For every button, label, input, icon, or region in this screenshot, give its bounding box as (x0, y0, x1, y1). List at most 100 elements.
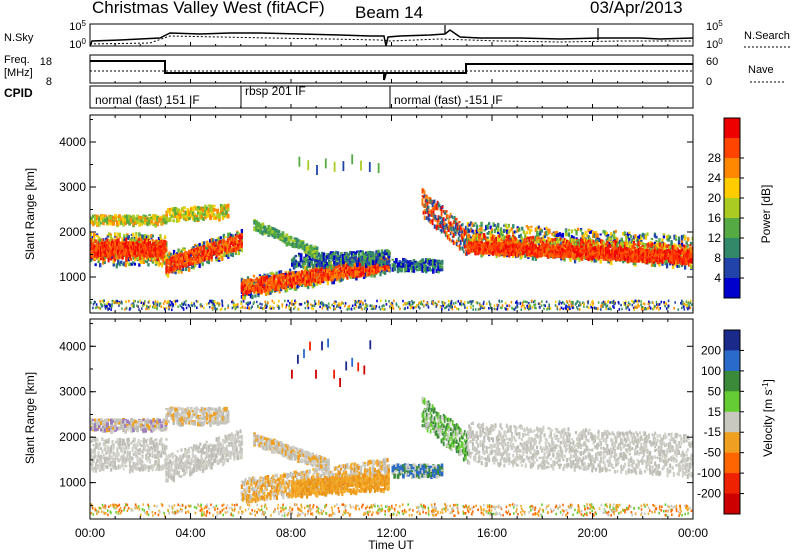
power-cell (288, 272, 291, 277)
power-cell (387, 253, 391, 257)
power-cell (380, 259, 384, 263)
power-cell (181, 208, 184, 212)
power-cell (536, 226, 539, 231)
power-cell (462, 238, 465, 241)
power-cell (410, 268, 414, 273)
power-cell (337, 264, 340, 269)
noise-tick-right-bottom: 100 (706, 37, 723, 52)
power-cell (433, 259, 437, 264)
power-cell (336, 277, 339, 281)
power-cell (162, 239, 165, 243)
power-cell (126, 249, 128, 252)
power-cell (310, 263, 313, 266)
power-cell (146, 221, 150, 226)
power-cell (132, 217, 135, 223)
power-cell (500, 227, 503, 233)
power-cell (275, 275, 278, 278)
power-cell (462, 232, 465, 238)
power-cell (338, 263, 341, 267)
power-cell (182, 247, 185, 251)
power-cell (299, 254, 303, 258)
power-cell (97, 255, 100, 261)
power-cell (322, 280, 325, 284)
power-cell (245, 286, 248, 292)
power-cell (461, 230, 464, 233)
power-cell (261, 223, 265, 228)
power-cell (143, 243, 146, 249)
power-cell (336, 273, 339, 278)
power-cell (233, 244, 236, 247)
power-cell (154, 252, 157, 256)
power-cell (207, 207, 211, 212)
power-cell (416, 268, 419, 272)
power-cell (239, 233, 242, 239)
power-cell (430, 209, 433, 213)
power-cell (228, 243, 231, 248)
power-cell (335, 272, 338, 276)
power-cell (137, 252, 139, 256)
power-cell (432, 268, 435, 274)
power-cell (291, 258, 294, 263)
power-cell (141, 244, 144, 247)
freq-tick-left-bottom: 8 (46, 76, 52, 88)
power-cell (286, 273, 289, 278)
power-cell (317, 274, 320, 278)
power-cell (321, 268, 324, 271)
power-cell (348, 272, 351, 277)
power-cell (342, 267, 345, 271)
power-cell (375, 256, 378, 261)
power-cell (189, 258, 192, 264)
power-cell (424, 204, 427, 207)
power-cell (156, 221, 160, 227)
power-cell (286, 284, 289, 289)
power-cell (129, 238, 132, 242)
power-cell (180, 258, 183, 261)
power-cell (296, 285, 299, 289)
power-cell (244, 286, 247, 291)
power-cell (163, 235, 167, 239)
power-cell (557, 232, 560, 237)
power-cell (434, 203, 437, 206)
power-cell (488, 231, 491, 235)
power-cell (440, 268, 444, 272)
power-cell (92, 221, 95, 227)
power-cell (152, 214, 156, 219)
power-cell (293, 273, 296, 276)
power-cell (373, 270, 376, 273)
power-cell (98, 246, 101, 251)
power-cell (291, 280, 294, 284)
power-cell (453, 241, 456, 245)
power-cell (118, 232, 121, 237)
power-cell (98, 240, 101, 245)
power-cell (576, 255, 580, 260)
power-cell (309, 247, 313, 253)
power-cell (113, 238, 116, 243)
power-cell (459, 225, 462, 228)
power-cell (342, 259, 345, 265)
power-cell (386, 249, 389, 253)
power-cell (436, 205, 439, 211)
power-cell (506, 226, 509, 230)
power-cell (111, 241, 113, 245)
power-cell (395, 265, 398, 268)
power-cell (183, 217, 186, 221)
power-cell (439, 221, 442, 225)
power-cell (156, 254, 159, 259)
power-cell (132, 245, 134, 248)
power-cell (218, 249, 221, 252)
power-cell (340, 258, 343, 262)
power-cell (319, 258, 322, 262)
power-cell (135, 248, 137, 253)
power-cell (539, 227, 542, 231)
power-cell (259, 276, 262, 279)
power-cell (333, 256, 336, 259)
power-cell (569, 257, 572, 262)
power-cell (175, 218, 179, 223)
power-cell (122, 253, 124, 257)
power-cell (338, 255, 342, 258)
power-cell (131, 247, 133, 251)
power-cell (200, 250, 203, 255)
power-cell (140, 247, 143, 252)
power-cell (427, 216, 430, 222)
power-cell (159, 262, 162, 266)
